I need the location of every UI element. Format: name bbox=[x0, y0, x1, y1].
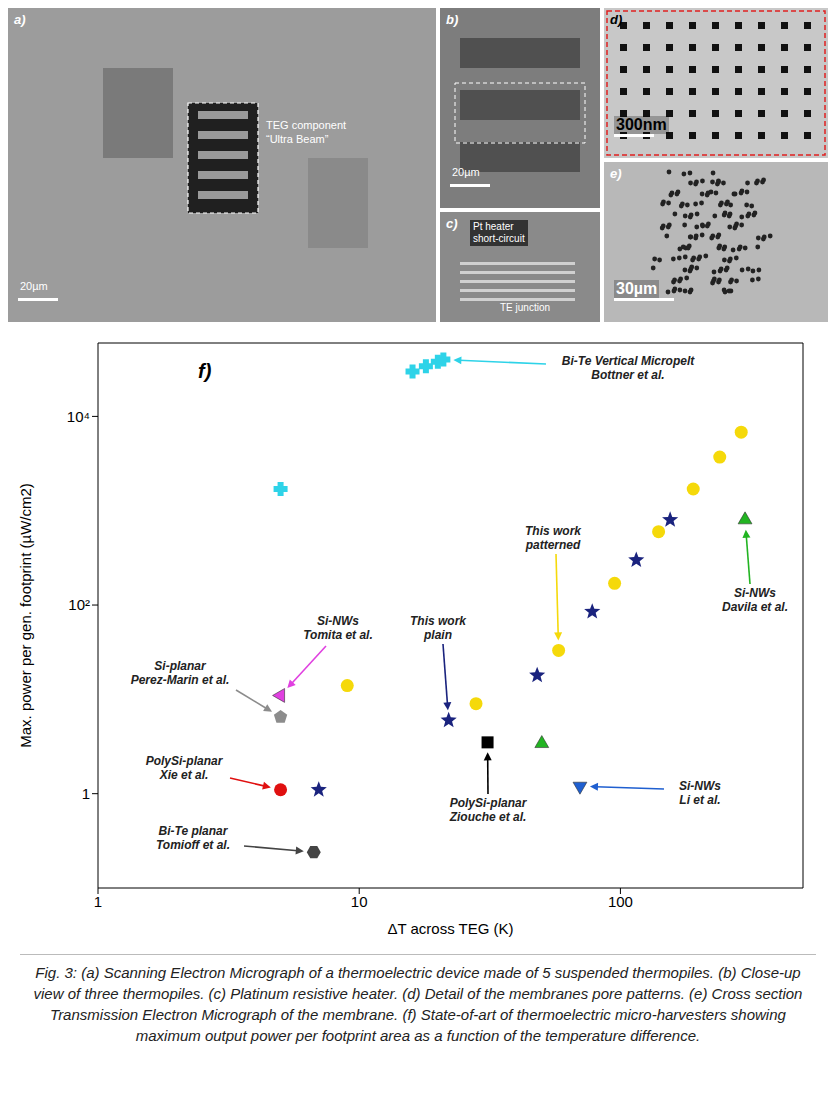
html-text:b): b) bbox=[446, 12, 459, 27]
svg-text:10: 10 bbox=[351, 893, 368, 910]
svg-text:Davila et al.: Davila et al. bbox=[722, 600, 788, 614]
html-text:20µm: 20µm bbox=[20, 280, 48, 292]
html-text:a): a) bbox=[14, 12, 26, 27]
svg-text:Si-planar: Si-planar bbox=[154, 659, 207, 673]
svg-text:This work: This work bbox=[410, 614, 467, 628]
svg-text:Si-NWs: Si-NWs bbox=[317, 614, 359, 628]
svg-text:Ziouche et al.: Ziouche et al. bbox=[449, 810, 527, 824]
html-text:30µm: 30µm bbox=[616, 280, 658, 297]
svg-text:Xie et al.: Xie et al. bbox=[159, 768, 209, 782]
svg-text:Bi-Te planar: Bi-Te planar bbox=[159, 824, 229, 838]
html-text:Fig. 3: (a) Scanning Electron: Fig. 3: (a) Scanning Electron Micrograph… bbox=[33, 964, 803, 1044]
svg-text:Tomioff et al.: Tomioff et al. bbox=[156, 838, 230, 852]
svg-text:10⁴: 10⁴ bbox=[67, 408, 90, 425]
svg-text:patterned: patterned bbox=[525, 538, 581, 552]
svg-text:1: 1 bbox=[94, 893, 102, 910]
svg-text:10²: 10² bbox=[68, 596, 90, 613]
svg-text:Max. power per gen. footprint: Max. power per gen. footprint (µW/cm2) bbox=[17, 483, 34, 748]
svg-text:Perez-Marin et al.: Perez-Marin et al. bbox=[131, 673, 230, 687]
html-text:TEG component: TEG component bbox=[266, 119, 347, 131]
svg-text:This work: This work bbox=[525, 524, 582, 538]
html-text:300nm: 300nm bbox=[616, 116, 667, 133]
html-text:“Ultra Beam”: “Ultra Beam” bbox=[266, 133, 329, 145]
svg-text:PolySi-planar: PolySi-planar bbox=[146, 754, 224, 768]
svg-text:Tomita et al.: Tomita et al. bbox=[303, 628, 373, 642]
svg-text:Li et al.: Li et al. bbox=[679, 793, 720, 807]
html-text:c): c) bbox=[446, 216, 458, 231]
html-text:TE junction: TE junction bbox=[500, 302, 550, 313]
svg-text:Si-NWs: Si-NWs bbox=[734, 586, 776, 600]
html-text:short-circuit: short-circuit bbox=[473, 233, 525, 244]
svg-text:Si-NWs: Si-NWs bbox=[679, 779, 721, 793]
svg-text:plain: plain bbox=[423, 628, 452, 642]
svg-text:Bi-Te Vertical Micropelt: Bi-Te Vertical Micropelt bbox=[562, 354, 695, 368]
html-text:Pt heater: Pt heater bbox=[473, 221, 514, 232]
html-text:20µm: 20µm bbox=[452, 166, 480, 178]
html-text:e): e) bbox=[610, 166, 622, 181]
svg-text:f): f) bbox=[198, 360, 212, 382]
svg-text:1: 1 bbox=[82, 785, 90, 802]
svg-text:ΔT across TEG (K): ΔT across TEG (K) bbox=[387, 920, 513, 937]
svg-text:100: 100 bbox=[608, 893, 633, 910]
html-text:d): d) bbox=[610, 12, 623, 27]
svg-text:Bottner et al.: Bottner et al. bbox=[591, 368, 664, 382]
svg-text:PolySi-planar: PolySi-planar bbox=[450, 796, 528, 810]
